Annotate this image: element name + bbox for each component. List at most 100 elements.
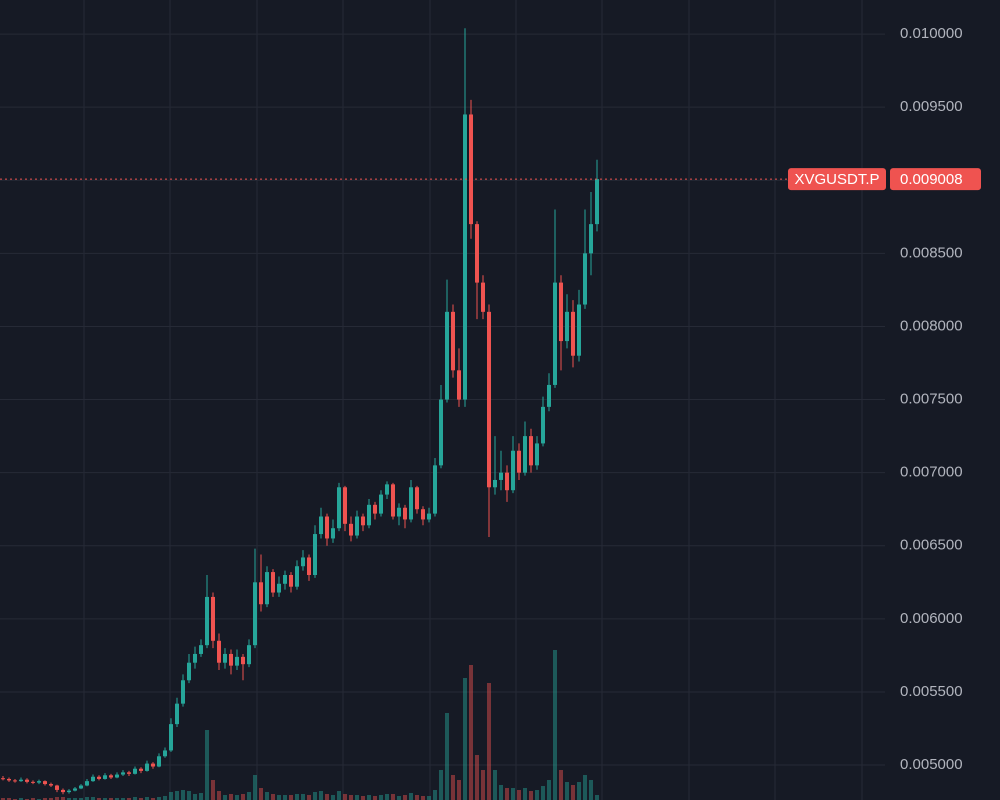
candle-body bbox=[217, 640, 221, 663]
volume-bar bbox=[385, 794, 389, 800]
candle-body bbox=[559, 282, 563, 342]
volume-bar bbox=[325, 794, 329, 800]
volume-bar bbox=[493, 770, 497, 800]
candle-body bbox=[523, 436, 527, 473]
candle-body bbox=[181, 680, 185, 704]
volume-bar bbox=[19, 798, 23, 800]
volume-bar bbox=[43, 798, 47, 800]
candle-body bbox=[253, 582, 257, 646]
candle-body bbox=[187, 662, 191, 681]
candle-body bbox=[505, 472, 509, 491]
candle-body bbox=[247, 645, 251, 665]
candle-body bbox=[433, 465, 437, 514]
candle-body bbox=[205, 596, 209, 646]
volume-bar bbox=[403, 795, 407, 800]
volume-bar bbox=[349, 795, 353, 800]
candle-body bbox=[565, 311, 569, 342]
volume-bar bbox=[211, 780, 215, 800]
volume-bar bbox=[373, 796, 377, 800]
candle-body bbox=[571, 311, 575, 356]
volume-bar bbox=[253, 775, 257, 800]
candle-body bbox=[331, 528, 335, 539]
volume-bar bbox=[529, 791, 533, 800]
candle-body bbox=[553, 282, 557, 385]
volume-bar bbox=[505, 788, 509, 800]
candle-body bbox=[25, 779, 29, 782]
volume-bar bbox=[139, 798, 143, 800]
volume-bar bbox=[175, 791, 179, 800]
volume-bar bbox=[85, 797, 89, 800]
volume-bar bbox=[271, 794, 275, 800]
volume-bar bbox=[361, 796, 365, 800]
volume-bar bbox=[283, 795, 287, 800]
volume-bar bbox=[547, 780, 551, 800]
candle-body bbox=[265, 572, 269, 605]
candle-body bbox=[343, 487, 347, 524]
candle-body bbox=[325, 516, 329, 539]
candle-body bbox=[307, 557, 311, 575]
volume-bar bbox=[355, 795, 359, 800]
candle-body bbox=[139, 768, 143, 771]
volume-bar bbox=[439, 770, 443, 800]
volume-bar bbox=[229, 794, 233, 800]
candle-body bbox=[289, 575, 293, 587]
candle-body bbox=[475, 224, 479, 283]
candle-body bbox=[97, 776, 101, 779]
candle-body bbox=[91, 776, 95, 782]
candle-body bbox=[175, 703, 179, 725]
candle-body bbox=[133, 768, 137, 774]
volume-bar bbox=[463, 678, 467, 800]
volume-bar bbox=[367, 795, 371, 800]
candle-body bbox=[397, 507, 401, 517]
volume-bar bbox=[475, 755, 479, 800]
volume-bar bbox=[595, 795, 599, 800]
candle-body bbox=[193, 653, 197, 663]
candle-body bbox=[457, 370, 461, 400]
candle-body bbox=[37, 781, 41, 783]
candle-body bbox=[547, 384, 551, 407]
volume-bar bbox=[67, 798, 71, 800]
volume-bar bbox=[307, 795, 311, 800]
candle-body bbox=[409, 487, 413, 520]
candle-body bbox=[535, 443, 539, 466]
candle-body bbox=[103, 775, 107, 779]
candle-body bbox=[367, 504, 371, 526]
y-tick-label: 0.005000 bbox=[900, 756, 963, 773]
candle-body bbox=[49, 784, 53, 786]
candle-body bbox=[79, 785, 83, 789]
candle-body bbox=[115, 774, 119, 778]
y-tick-label: 0.008000 bbox=[900, 317, 963, 334]
volume-bar bbox=[451, 775, 455, 800]
candle-body bbox=[403, 507, 407, 520]
candle-body bbox=[451, 311, 455, 371]
candle-body bbox=[487, 311, 491, 488]
volume-bar bbox=[295, 794, 299, 800]
volume-bar bbox=[79, 798, 83, 800]
candle-body bbox=[13, 780, 17, 782]
candle-body bbox=[229, 653, 233, 666]
volume-bar bbox=[187, 791, 191, 800]
candle-body bbox=[127, 772, 131, 774]
volume-bar bbox=[481, 770, 485, 800]
volume-bar bbox=[499, 785, 503, 800]
volume-bar bbox=[583, 775, 587, 800]
candle-body bbox=[583, 253, 587, 305]
candle-body bbox=[373, 504, 377, 514]
candle-body bbox=[85, 781, 89, 786]
volume-bar bbox=[319, 791, 323, 800]
candle-body bbox=[499, 472, 503, 480]
volume-bar bbox=[247, 792, 251, 800]
candle-body bbox=[463, 114, 467, 400]
candle-body bbox=[1, 778, 5, 780]
y-tick-label: 0.008500 bbox=[900, 244, 963, 261]
volume-bar bbox=[415, 795, 419, 800]
volume-bar bbox=[133, 797, 137, 800]
volume-bar bbox=[421, 796, 425, 800]
candle-body bbox=[55, 785, 59, 790]
volume-bar bbox=[409, 793, 413, 800]
volume-bar bbox=[157, 797, 161, 800]
volume-bar bbox=[73, 798, 77, 800]
volume-bar bbox=[259, 788, 263, 800]
candle-body bbox=[541, 406, 545, 444]
